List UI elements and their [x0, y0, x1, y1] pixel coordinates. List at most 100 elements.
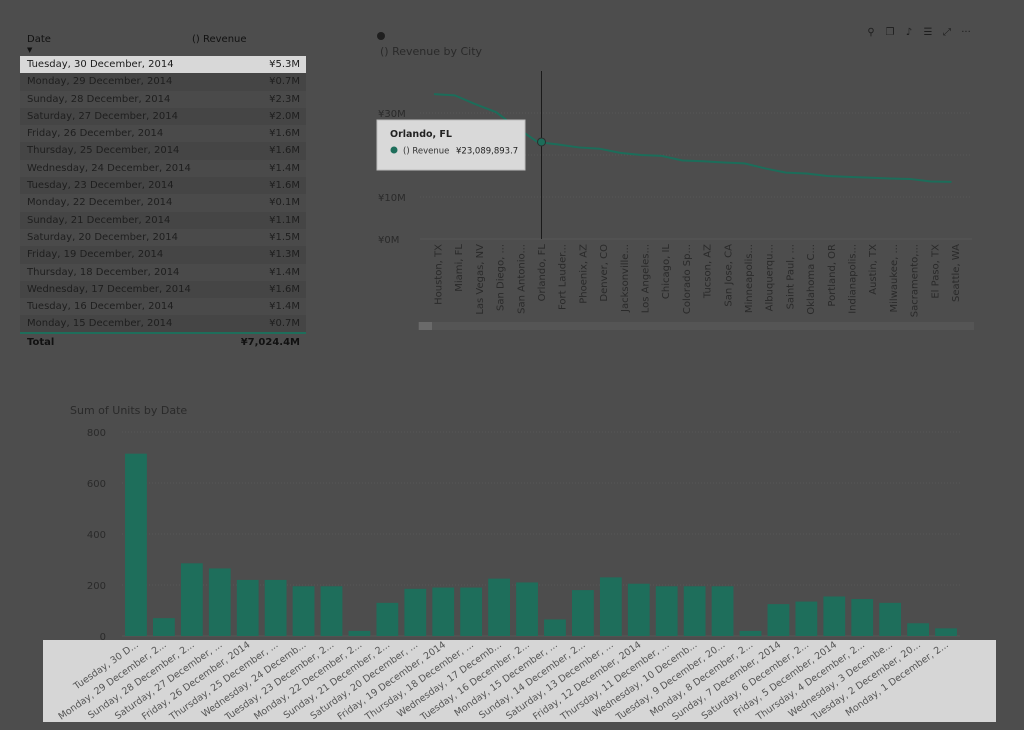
sort-descending-icon[interactable]: ▼ — [27, 46, 33, 54]
x-tick-label: Orlando, FL — [537, 244, 548, 302]
cell-date: Friday, 19 December, 2014 — [27, 249, 164, 261]
line-chart-canvas[interactable]: () Revenue by City¥0M¥10M¥20M¥30MHouston… — [372, 26, 982, 336]
bar[interactable] — [264, 579, 287, 636]
pin-icon[interactable]: ⚲ — [867, 27, 875, 38]
x-tick-label: San Jose, CA — [723, 244, 734, 307]
table-row[interactable]: Monday, 29 December, 2014 ¥0.7M — [20, 73, 306, 91]
x-tick-label: Las Vegas, NV — [475, 244, 486, 315]
table-row[interactable]: Saturday, 20 December, 2014 ¥1.5M — [20, 228, 306, 247]
horizontal-scrollbar-track[interactable] — [418, 322, 974, 330]
bar[interactable] — [180, 563, 203, 636]
bar[interactable] — [208, 568, 231, 636]
horizontal-scrollbar-thumb[interactable] — [419, 322, 432, 330]
bar[interactable] — [460, 587, 483, 636]
focus-mode-icon[interactable]: ⤢ — [943, 27, 951, 38]
table-row[interactable]: Wednesday, 17 December, 2014 ¥1.6M — [20, 280, 306, 299]
table-row[interactable]: Friday, 19 December, 2014 ¥1.3M — [20, 246, 306, 264]
revenue-by-date-table[interactable]: Date ▼ () Revenue Tuesday, 30 December, … — [20, 28, 310, 353]
bar[interactable] — [488, 578, 510, 636]
table-row[interactable]: Tuesday, 23 December, 2014 ¥1.6M — [20, 177, 306, 195]
table-header: Date ▼ () Revenue — [20, 34, 306, 58]
revenue-by-city-line-chart[interactable]: () Revenue by City¥0M¥10M¥20M¥30MHouston… — [372, 26, 982, 336]
y-tick-label: 600 — [87, 479, 106, 490]
bar[interactable] — [292, 586, 315, 636]
copy-icon[interactable]: ❐ — [885, 27, 895, 38]
units-by-date-bar-chart[interactable]: Sum of Units by Date 0 200 400 600 800 Tuesday… — [40, 396, 1000, 726]
bar[interactable] — [432, 587, 455, 636]
bar[interactable] — [572, 590, 594, 636]
tooltip-series-dot — [390, 146, 398, 154]
y-tick-label: 200 — [87, 581, 106, 592]
cell-revenue: ¥1.4M — [269, 266, 300, 278]
table-row[interactable]: Thursday, 18 December, 2014 ¥1.4M — [20, 263, 306, 281]
table-row[interactable]: Monday, 22 December, 2014 ¥0.1M — [20, 194, 306, 212]
bar[interactable] — [711, 586, 734, 636]
table-total-row: Total ¥7,024.4M — [20, 334, 306, 352]
table-row[interactable]: Monday, 15 December, 2014 ¥0.7M — [20, 315, 306, 333]
table-row[interactable]: Friday, 26 December, 2014 ¥1.6M — [20, 125, 306, 143]
bar[interactable] — [795, 601, 818, 636]
bar[interactable] — [683, 586, 706, 636]
x-tick-label: Denver, CO — [599, 244, 610, 302]
more-options-icon[interactable]: ··· — [961, 27, 971, 38]
bar[interactable] — [851, 599, 874, 636]
filter-icon[interactable]: ☰ — [923, 27, 933, 38]
x-tick-label: Oklahoma C... — [806, 244, 817, 315]
x-tick-label: Sacramento,... — [910, 244, 921, 317]
cell-date: Wednesday, 17 December, 2014 — [27, 283, 191, 295]
y-tick-label: 0 — [100, 632, 106, 643]
bar[interactable] — [320, 586, 343, 636]
tooltip: Orlando, FL () Revenue ¥23,089,893.7 — [376, 119, 526, 171]
visual-indicator-dot — [377, 32, 385, 40]
cell-revenue: ¥1.1M — [269, 214, 300, 226]
bar[interactable] — [376, 602, 399, 636]
x-tick-label: Saint Paul, ... — [785, 244, 796, 309]
bar[interactable] — [879, 602, 902, 636]
bar[interactable] — [907, 623, 929, 636]
column-header-revenue[interactable]: () Revenue — [192, 34, 247, 45]
table-row[interactable]: Tuesday, 16 December, 2014 ¥1.4M — [20, 298, 306, 316]
bar[interactable] — [544, 619, 566, 636]
x-tick-label: Tucson, AZ — [703, 244, 714, 299]
x-tick-label: El Paso, TX — [930, 244, 941, 299]
cell-date: Tuesday, 23 December, 2014 — [27, 180, 174, 192]
bar[interactable] — [516, 582, 538, 636]
bar[interactable] — [767, 604, 790, 636]
tooltip-box — [376, 119, 526, 171]
total-divider — [20, 332, 306, 334]
bell-icon[interactable]: ♪ — [905, 27, 913, 38]
total-value: ¥7,024.4M — [240, 337, 300, 348]
table-row[interactable]: Wednesday, 24 December, 2014 ¥1.4M — [20, 159, 306, 178]
table-row[interactable]: Tuesday, 30 December, 2014 ¥5.3M — [20, 56, 306, 74]
bar[interactable] — [655, 586, 678, 636]
column-header-date[interactable]: Date — [27, 34, 51, 45]
cell-revenue: ¥1.6M — [269, 145, 300, 157]
cell-revenue: ¥1.5M — [269, 231, 300, 243]
bar[interactable] — [823, 596, 846, 636]
bar[interactable] — [627, 583, 650, 636]
table-row[interactable]: Saturday, 27 December, 2014 ¥2.0M — [20, 107, 306, 126]
bar[interactable] — [125, 453, 147, 636]
cell-revenue: ¥1.4M — [269, 162, 300, 174]
tooltip-title: Orlando, FL — [390, 129, 452, 140]
bar[interactable] — [935, 628, 957, 636]
cell-revenue: ¥0.1M — [269, 197, 300, 209]
bar-chart-canvas[interactable]: Sum of Units by Date0200400600800Tuesday… — [40, 396, 1000, 726]
hovered-data-point[interactable] — [537, 137, 546, 147]
bar[interactable] — [153, 618, 175, 636]
bar[interactable] — [404, 588, 427, 636]
table-row[interactable]: Sunday, 28 December, 2014 ¥2.3M — [20, 90, 306, 108]
x-tick-label: Jacksonville... — [620, 244, 631, 313]
cell-date: Saturday, 20 December, 2014 — [27, 231, 178, 243]
bar[interactable] — [739, 630, 762, 636]
cell-date: Thursday, 25 December, 2014 — [27, 145, 180, 157]
table-body[interactable]: Tuesday, 30 December, 2014 ¥5.3M Monday, … — [20, 56, 306, 333]
cell-revenue: ¥2.3M — [269, 93, 300, 105]
table-row[interactable]: Thursday, 25 December, 2014 ¥1.6M — [20, 142, 306, 160]
bar[interactable] — [236, 579, 259, 636]
bar[interactable] — [348, 630, 371, 636]
table-row[interactable]: Sunday, 21 December, 2014 ¥1.1M — [20, 211, 306, 229]
x-tick-label: Phoenix, AZ — [578, 244, 589, 304]
bar[interactable] — [599, 577, 622, 636]
cell-date: Sunday, 28 December, 2014 — [27, 93, 171, 105]
